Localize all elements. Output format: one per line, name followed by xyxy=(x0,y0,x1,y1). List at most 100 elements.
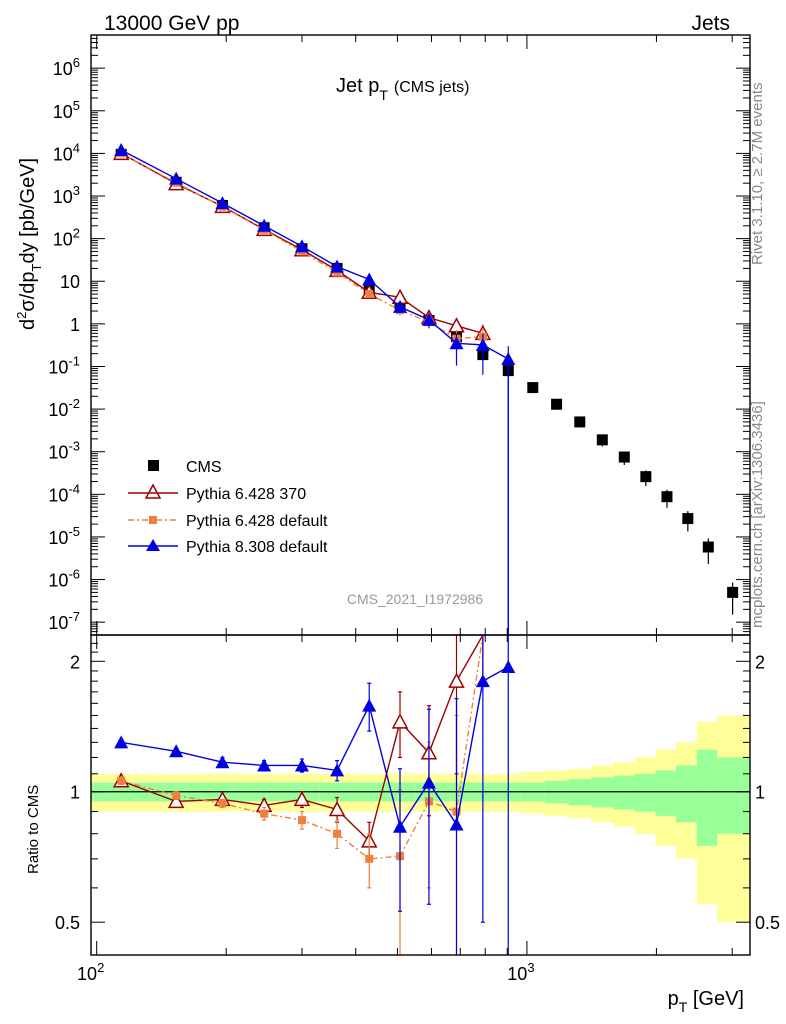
y-tick-label: 10 xyxy=(60,272,80,292)
main-series-pythia-8-308-default xyxy=(114,143,516,635)
data-point xyxy=(449,817,464,831)
rivet-version-label: Rivet 3.1.10, ≥ 2.7M events xyxy=(749,83,766,266)
data-point xyxy=(551,398,563,410)
data-point xyxy=(574,416,586,428)
plot-title: Jet pT (CMS jets) xyxy=(336,75,469,103)
y-tick-label: 10-5 xyxy=(48,524,80,548)
legend-marker-cms xyxy=(148,460,159,471)
data-point xyxy=(114,735,129,749)
data-point xyxy=(215,196,230,210)
band-inner-segment xyxy=(591,777,614,808)
data-point xyxy=(330,763,345,777)
legend-label-cms: CMS xyxy=(186,459,222,476)
data-point xyxy=(328,800,346,817)
band-inner-segment xyxy=(696,749,718,846)
data-point xyxy=(293,790,311,807)
ratio-y-tick-label-right: 1 xyxy=(755,783,765,803)
ratio-y-axis-label: Ratio to CMS xyxy=(25,785,42,874)
band-inner-segment xyxy=(717,757,750,834)
data-point xyxy=(167,792,185,809)
ratio-y-tick-label: 2 xyxy=(70,652,80,672)
band-inner-segment xyxy=(613,775,635,810)
y-tick-label: 103 xyxy=(53,183,80,207)
data-point xyxy=(661,491,673,503)
data-point xyxy=(682,513,694,525)
data-point xyxy=(393,819,408,833)
data-point xyxy=(421,312,436,326)
series-line xyxy=(120,149,509,360)
data-point xyxy=(169,171,184,185)
data-point xyxy=(527,382,539,394)
data-point xyxy=(393,299,408,313)
y-tick-label: 105 xyxy=(53,98,80,122)
data-point xyxy=(727,586,739,598)
x-tick-label: 103 xyxy=(507,960,534,984)
legend-entry-pythia6-370: Pythia 6.428 370 xyxy=(128,483,306,503)
y-tick-label: 10-6 xyxy=(48,567,80,591)
legend-entry-cms: CMS xyxy=(148,459,222,476)
ratio-plot-frame xyxy=(90,634,751,956)
ratio-y-tick-label-right: 0.5 xyxy=(755,913,780,933)
y-tick-label: 10-1 xyxy=(48,353,80,377)
data-point xyxy=(365,854,374,863)
ratio-y-tick-label-right: 2 xyxy=(755,652,765,672)
y-tick-label: 104 xyxy=(53,140,80,164)
legend-marker-pythia6-370 xyxy=(144,483,162,499)
data-point xyxy=(172,791,181,800)
main-y-axis-label: d2σ/dpTdy [pb/GeV] xyxy=(14,158,44,330)
data-point xyxy=(169,744,184,758)
data-point xyxy=(218,799,227,808)
ratio-series-pythia-8-308-default xyxy=(114,635,516,955)
ratio-y-tick-label: 1 xyxy=(70,783,80,803)
data-point xyxy=(333,829,342,838)
data-point xyxy=(114,143,129,157)
x-tick-label: 102 xyxy=(77,960,104,984)
mcplots-label: mcplots.cern.ch [arXiv:1306.3436] xyxy=(749,401,766,628)
y-tick-label: 10-7 xyxy=(48,609,80,633)
header-process: 13000 GeV pp xyxy=(104,12,239,35)
data-point xyxy=(294,758,309,772)
data-point xyxy=(475,674,490,688)
y-tick-label: 1 xyxy=(70,315,80,335)
data-point xyxy=(448,672,465,688)
legend-label-pythia6-default: Pythia 6.428 default xyxy=(186,513,328,530)
y-tick-label: 10-3 xyxy=(48,439,80,463)
series-line xyxy=(121,666,509,829)
legend-entry-pythia6-default: Pythia 6.428 default xyxy=(128,513,328,530)
y-tick-label: 106 xyxy=(53,55,80,79)
legend-marker-pythia8 xyxy=(146,539,160,551)
data-point xyxy=(596,434,608,446)
analysis-watermark: CMS_2021_I1972986 xyxy=(347,591,483,607)
data-point xyxy=(501,351,516,365)
data-point xyxy=(215,755,230,769)
legend: CMS Pythia 6.428 370 Pythia 6.428 defaul… xyxy=(128,459,328,556)
x-axis-label: pT [GeV] xyxy=(668,988,744,1015)
data-point xyxy=(618,451,630,463)
data-point xyxy=(257,758,272,772)
data-point xyxy=(257,218,272,232)
ratio-y-tick-label: 0.5 xyxy=(55,913,80,933)
data-point xyxy=(362,698,377,712)
data-point xyxy=(294,239,309,253)
data-point xyxy=(501,660,516,674)
legend-entry-pythia8: Pythia 8.308 default xyxy=(128,539,328,556)
legend-label-pythia6-370: Pythia 6.428 370 xyxy=(186,486,306,503)
data-point xyxy=(365,290,374,299)
header-category: Jets xyxy=(691,12,730,35)
band-inner-segment xyxy=(634,773,656,812)
data-point xyxy=(260,809,269,818)
data-point xyxy=(448,317,465,333)
data-point xyxy=(391,713,409,729)
data-point xyxy=(421,775,436,789)
legend-label-pythia8: Pythia 8.308 default xyxy=(186,539,328,556)
data-point xyxy=(640,471,652,483)
y-tick-label: 10-4 xyxy=(48,481,80,505)
band-inner-segment xyxy=(675,765,697,823)
data-point xyxy=(449,336,464,350)
y-tick-label: 10-2 xyxy=(48,396,80,420)
data-point xyxy=(702,541,714,553)
data-point xyxy=(330,259,345,273)
data-point xyxy=(475,337,490,351)
series-line xyxy=(120,634,484,860)
